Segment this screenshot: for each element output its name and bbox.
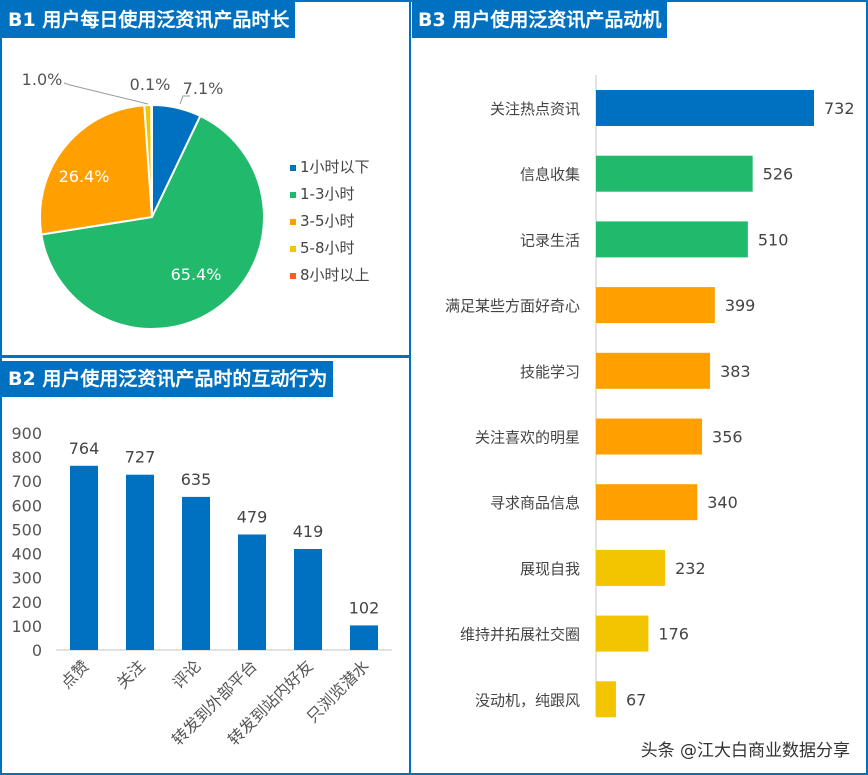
y-tick-label: 800 xyxy=(11,448,42,467)
hbar-2 xyxy=(596,221,748,258)
y-tick-label: 300 xyxy=(11,569,42,588)
legend-label-3: 5-8小时 xyxy=(300,239,355,257)
b3-title: B3 用户使用泛资讯产品动机 xyxy=(412,2,668,38)
hbar-value-label: 732 xyxy=(824,99,855,118)
bar-value-label: 635 xyxy=(181,470,212,489)
hbar-8 xyxy=(596,615,649,652)
y-tick-label: 900 xyxy=(11,424,42,443)
hbar-value-label: 526 xyxy=(763,165,794,184)
hbar-3 xyxy=(596,287,715,324)
bar-value-label: 727 xyxy=(125,448,156,467)
b2-title: B2 用户使用泛资讯产品时的互动行为 xyxy=(2,361,334,397)
hbar-value-label: 399 xyxy=(725,296,756,315)
hbar-1 xyxy=(596,155,753,192)
bar-value-label: 764 xyxy=(69,439,100,458)
category-label: 关注热点资讯 xyxy=(490,100,580,118)
bar-2 xyxy=(182,496,210,650)
hbar-4 xyxy=(596,352,711,389)
bar-5 xyxy=(350,625,378,650)
y-tick-label: 700 xyxy=(11,472,42,491)
category-label: 关注喜欢的明星 xyxy=(475,429,580,447)
category-label: 寻求商品信息 xyxy=(490,494,580,512)
hbar-5 xyxy=(596,418,703,455)
legend-label-1: 1-3小时 xyxy=(300,185,355,203)
y-tick-label: 100 xyxy=(11,617,42,636)
legend-swatch-0 xyxy=(290,165,296,171)
pie-label-4: 0.1% xyxy=(130,75,171,94)
pie-label-0: 7.1% xyxy=(183,79,224,98)
leader-line xyxy=(179,95,190,105)
category-label: 展现自我 xyxy=(520,560,580,578)
y-tick-label: 400 xyxy=(11,545,42,564)
hbar-value-label: 383 xyxy=(720,362,751,381)
y-tick-label: 600 xyxy=(11,496,42,515)
category-label: 技能学习 xyxy=(520,363,580,381)
y-tick-label: 200 xyxy=(11,593,42,612)
hbar-0 xyxy=(596,90,814,126)
bar-0 xyxy=(70,465,98,650)
legend-swatch-2 xyxy=(290,219,296,225)
hbar-value-label: 510 xyxy=(758,230,789,249)
bar-1 xyxy=(126,474,154,650)
bar-3 xyxy=(238,534,266,650)
legend-label-2: 3-5小时 xyxy=(300,212,355,230)
pie-label-3: 1.0% xyxy=(22,70,63,89)
hbar-value-label: 340 xyxy=(707,493,738,512)
bar-value-label: 102 xyxy=(349,598,380,617)
y-tick-label: 500 xyxy=(11,520,42,539)
x-tick-label: 关注 xyxy=(113,656,149,692)
legend-swatch-1 xyxy=(290,192,296,198)
x-tick-label: 评论 xyxy=(169,656,205,692)
pie-label-1: 65.4% xyxy=(171,265,222,284)
pie-slice-1 xyxy=(40,114,265,330)
legend-label-4: 8小时以上 xyxy=(300,266,370,284)
hbar-value-label: 67 xyxy=(626,690,646,709)
bar-value-label: 479 xyxy=(237,508,268,527)
hbar-value-label: 176 xyxy=(658,625,689,644)
hbar-value-label: 232 xyxy=(675,559,706,578)
y-tick-label: 0 xyxy=(32,641,42,660)
leader-line xyxy=(63,82,149,105)
pie-label-2: 26.4% xyxy=(59,167,110,186)
watermark: 头条 @江大白商业数据分享 xyxy=(640,741,850,761)
hbar-9 xyxy=(596,681,616,718)
category-label: 满足某些方面好奇心 xyxy=(445,297,580,315)
hbar-value-label: 356 xyxy=(712,428,743,447)
category-label: 信息收集 xyxy=(520,166,580,184)
x-tick-label: 点赞 xyxy=(57,656,93,692)
bar-4 xyxy=(294,548,322,650)
pie-slice-2 xyxy=(39,104,154,236)
category-label: 没动机，纯跟风 xyxy=(475,691,580,709)
legend-swatch-4 xyxy=(290,273,296,279)
category-label: 维持并拓展社交圈 xyxy=(460,626,580,644)
legend-swatch-3 xyxy=(290,246,296,252)
b1-title: B1 用户每日使用泛资讯产品时长 xyxy=(2,2,296,38)
category-label: 记录生活 xyxy=(520,231,580,249)
legend-label-0: 1小时以下 xyxy=(300,158,370,176)
hbar-6 xyxy=(596,484,698,521)
bar-value-label: 419 xyxy=(293,522,324,541)
hbar-7 xyxy=(596,549,666,586)
pie-slice-4 xyxy=(150,103,153,218)
